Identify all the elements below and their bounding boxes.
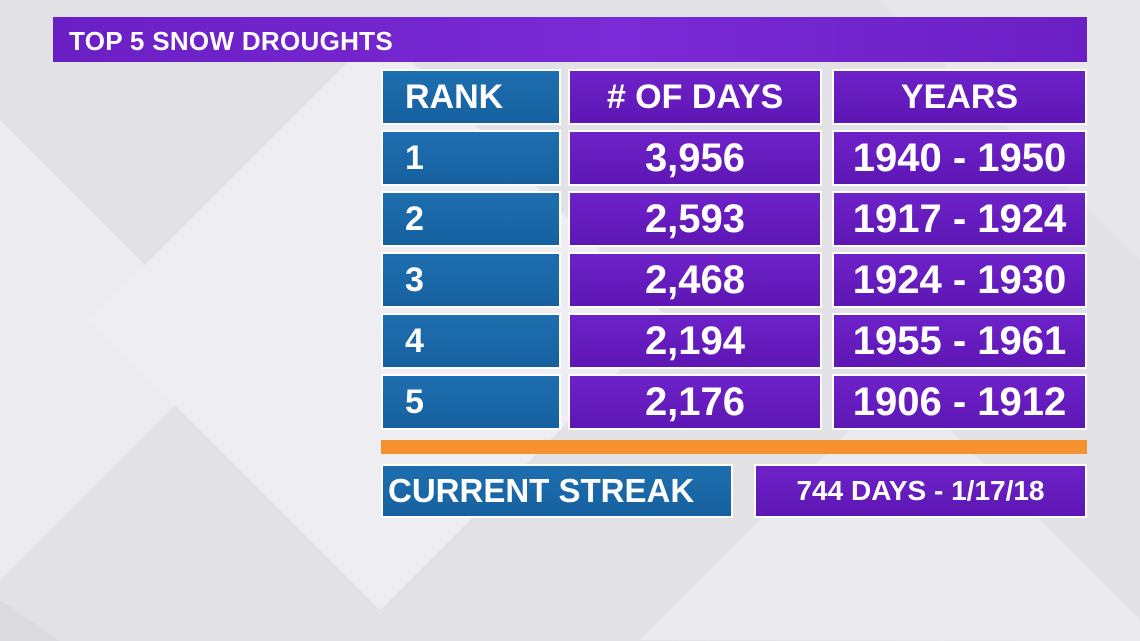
table-row-days: 2,176 — [568, 374, 822, 430]
table-row-years: 1917 - 1924 — [832, 191, 1087, 247]
table-row-days: 3,956 — [568, 130, 822, 186]
page-title: TOP 5 SNOW DROUGHTS — [69, 26, 393, 56]
current-streak-value-box: 744 DAYS - 1/17/18 — [754, 464, 1087, 518]
header-days-label: # OF DAYS — [606, 77, 784, 116]
rank-value: 3 — [405, 260, 424, 299]
header-days: # OF DAYS — [568, 69, 822, 125]
years-value: 1955 - 1961 — [852, 318, 1067, 363]
header-years: YEARS — [832, 69, 1087, 125]
rank-value: 2 — [405, 199, 424, 238]
divider-bar — [381, 440, 1087, 454]
header-rank: RANK — [381, 69, 561, 125]
table-row-rank: 4 — [381, 313, 561, 369]
table-row-rank: 3 — [381, 252, 561, 308]
table-row-days: 2,468 — [568, 252, 822, 308]
years-value: 1940 - 1950 — [852, 135, 1067, 180]
table-row-years: 1906 - 1912 — [832, 374, 1087, 430]
table-row-rank: 1 — [381, 130, 561, 186]
rank-value: 4 — [405, 321, 424, 360]
table-row-rank: 5 — [381, 374, 561, 430]
table-row-years: 1955 - 1961 — [832, 313, 1087, 369]
current-streak-label-box: CURRENT STREAK — [381, 464, 733, 518]
days-value: 2,194 — [644, 318, 746, 363]
years-value: 1924 - 1930 — [852, 257, 1067, 302]
table-row-days: 2,593 — [568, 191, 822, 247]
table-row-days: 2,194 — [568, 313, 822, 369]
current-streak-value: 744 DAYS - 1/17/18 — [796, 475, 1045, 506]
days-value: 2,468 — [644, 257, 746, 302]
rank-value: 1 — [405, 138, 424, 177]
table-row-years: 1924 - 1930 — [832, 252, 1087, 308]
header-years-label: YEARS — [900, 77, 1019, 116]
years-value: 1906 - 1912 — [852, 379, 1067, 424]
days-value: 2,176 — [644, 379, 746, 424]
rank-value: 5 — [405, 382, 424, 421]
years-value: 1917 - 1924 — [852, 196, 1067, 241]
days-value: 2,593 — [644, 196, 746, 241]
header-rank-label: RANK — [405, 77, 504, 116]
current-streak-label: CURRENT STREAK — [388, 472, 695, 509]
table-row-years: 1940 - 1950 — [832, 130, 1087, 186]
table-row-rank: 2 — [381, 191, 561, 247]
days-value: 3,956 — [644, 135, 746, 180]
title-bar: TOP 5 SNOW DROUGHTS — [53, 17, 1087, 62]
